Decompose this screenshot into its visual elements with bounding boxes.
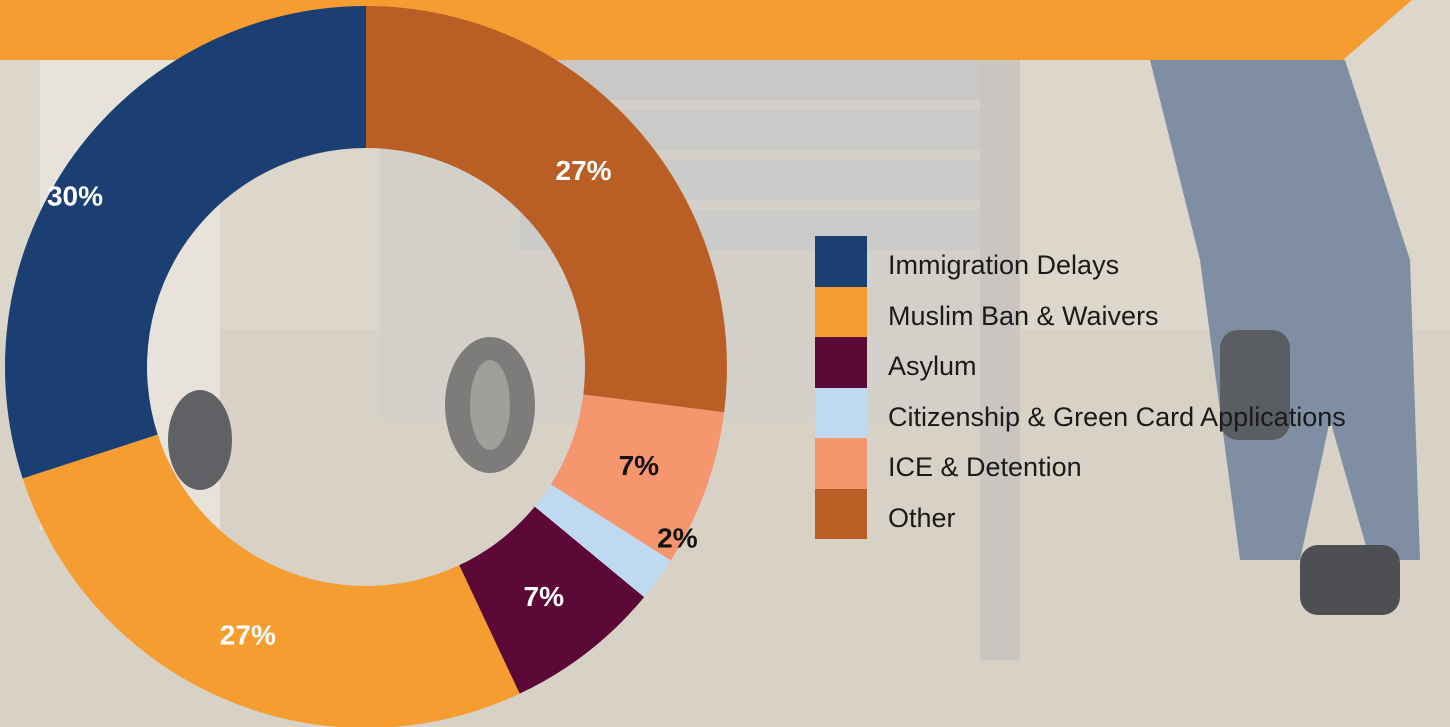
legend-item: ICE & Detention [815,438,1440,489]
slice-value-label: 30% [47,180,103,211]
slice-value-label: 7% [524,581,565,612]
legend-item: Immigration Delays [815,236,1440,287]
legend-label: Other [888,502,956,533]
donut-slice [4,6,366,479]
legend-label: Muslim Ban & Waivers [888,300,1159,331]
legend-label: Immigration Delays [888,250,1120,280]
donut-slice [22,434,520,727]
legend-swatch [815,236,867,287]
legend-item: Other [815,488,1440,539]
donut-slice [459,506,645,694]
legend-label: ICE & Detention [888,452,1082,482]
legend-swatch [815,337,867,388]
legend-swatch [815,387,867,438]
slice-value-label: 2% [657,522,698,553]
slices-group [4,6,728,727]
donut-slice [366,6,728,413]
legend-item: Muslim Ban & Waivers [815,286,1440,337]
legend-label: Citizenship & Green Card Applications [888,401,1346,432]
legend-swatch [815,286,867,337]
slice-labels-group: 30% 27% 7% 2% 7% 27% [47,155,698,651]
legend-item: Asylum [815,337,1440,388]
slice-value-label: 27% [220,619,276,650]
legend-swatch [815,438,867,489]
chart-legend: Immigration Delays Muslim Ban & Waivers As… [815,236,1440,539]
legend-item: Citizenship & Green Card Applications [815,387,1440,438]
donut-slice [550,394,725,561]
slice-value-label: 27% [556,155,612,186]
slice-value-label: 7% [619,450,660,481]
donut-slice [534,484,671,598]
legend-swatch [815,488,867,539]
legend-label: Asylum [888,351,977,381]
